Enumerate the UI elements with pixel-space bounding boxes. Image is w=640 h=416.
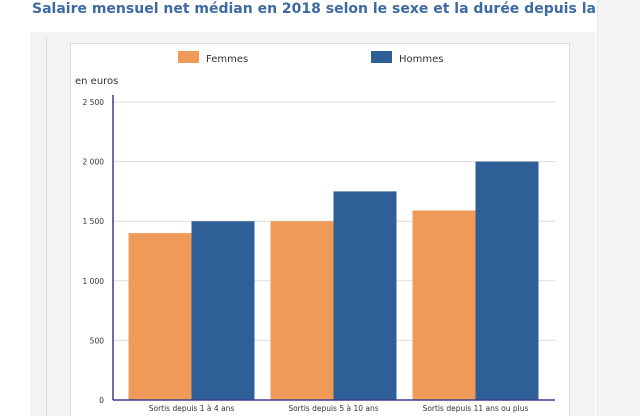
bar-femmes[interactable] [128,233,192,400]
bar-hommes[interactable] [475,161,539,400]
x-tick-label: Sortis depuis 5 à 10 ans [288,404,378,413]
y-tick-label: 500 [90,336,105,345]
panel-rule [46,38,47,416]
tick-labels: 0 500 1 000 1 500 2 000 2 500 Sortis depuis 1 … [83,98,529,413]
page-title: Salaire mensuel net médian en 2018 selon… [32,1,596,17]
x-tick-label: Sortis depuis 11 ans ou plus [423,404,529,413]
bars [128,161,539,400]
bar-hommes[interactable] [333,191,397,400]
y-tick-label: 1 500 [83,217,105,226]
y-tick-label: 1 000 [83,277,105,286]
axes [112,95,555,401]
legend-label-femmes[interactable]: Femmes [206,54,248,65]
gutter-divider [597,0,598,416]
legend-label-hommes[interactable]: Hommes [399,54,443,65]
x-tick-label: Sortis depuis 1 à 4 ans [149,404,235,413]
y-tick-label: 2 000 [83,158,105,167]
bar-femmes[interactable] [412,210,476,400]
bar-hommes[interactable] [191,221,255,400]
y-axis-label: en euros [75,76,118,87]
right-gutter [598,0,640,416]
y-tick-label: 0 [99,396,104,405]
legend-swatch-femmes[interactable] [178,51,199,63]
bar-femmes[interactable] [270,221,334,400]
legend-swatch-hommes[interactable] [371,51,392,63]
legend[interactable]: Femmes Hommes [178,51,443,65]
y-tick-label: 2 500 [83,98,105,107]
